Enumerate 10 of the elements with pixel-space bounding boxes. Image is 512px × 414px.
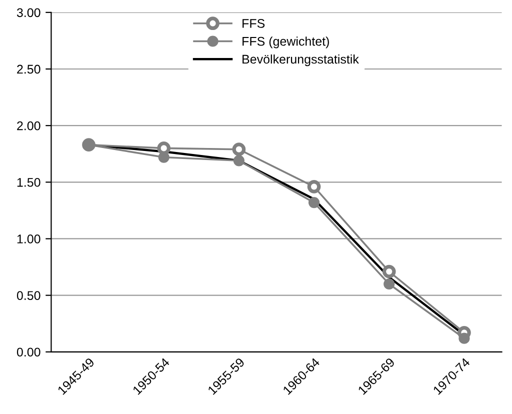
y-tick-label: 3.00 (16, 8, 40, 18)
legend-label: FFS (gewichtet) (242, 36, 329, 48)
y-tick-label: 0.00 (16, 348, 40, 357)
y-tick-label: 0.50 (16, 291, 40, 300)
y-tick-label: 1.00 (17, 234, 40, 244)
y-tick-label: 2.00 (17, 121, 40, 130)
y-tick-label: 1.50 (17, 178, 40, 187)
legend-label: FFS (242, 19, 265, 28)
legend-label: Bevölkerungsstatistik (242, 54, 359, 66)
y-tick-label: 2.50 (17, 64, 40, 74)
